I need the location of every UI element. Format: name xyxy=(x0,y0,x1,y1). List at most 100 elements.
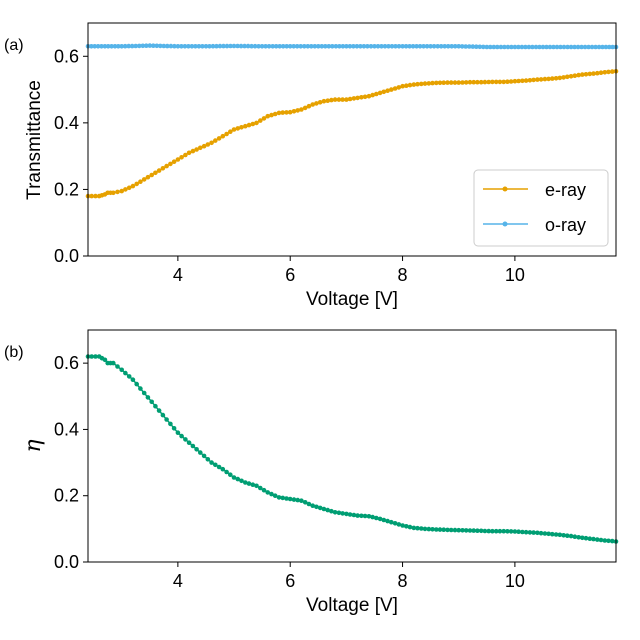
data-point-eta xyxy=(366,514,372,519)
data-point-e-ray xyxy=(351,96,357,101)
data-point-e-ray xyxy=(400,83,405,89)
x-tick-label: 8 xyxy=(398,265,408,285)
data-point-o-ray xyxy=(410,44,416,49)
data-point-eta xyxy=(576,535,581,540)
data-point-o-ray xyxy=(351,44,356,49)
data-point-o-ray xyxy=(147,43,153,48)
data-point-o-ray xyxy=(154,43,160,49)
data-point-o-ray xyxy=(312,44,318,49)
data-point-eta xyxy=(527,530,533,535)
panel-b-tag: (b) xyxy=(4,344,24,361)
data-point-eta xyxy=(415,525,420,531)
data-point-e-ray xyxy=(355,95,360,101)
data-point-o-ray xyxy=(519,44,525,50)
data-point-o-ray xyxy=(330,44,335,49)
data-point-eta xyxy=(119,367,124,373)
data-point-e-ray xyxy=(235,126,241,131)
data-point-e-ray xyxy=(179,155,184,160)
data-point-eta xyxy=(201,453,207,459)
data-point-eta xyxy=(126,374,132,379)
panel-b-frame xyxy=(87,329,617,563)
data-point-e-ray xyxy=(422,81,428,86)
data-point-o-ray xyxy=(316,44,321,49)
data-point-e-ray xyxy=(359,95,364,100)
data-point-eta xyxy=(220,466,226,472)
data-point-o-ray xyxy=(572,44,577,50)
data-point-e-ray xyxy=(441,80,447,85)
data-point-eta xyxy=(542,531,548,536)
data-point-o-ray xyxy=(129,43,135,49)
y-tick-label: 0.0 xyxy=(54,552,79,572)
data-point-e-ray xyxy=(220,133,226,139)
data-point-e-ray xyxy=(385,88,390,93)
data-point-o-ray xyxy=(589,44,595,50)
data-point-o-ray xyxy=(105,44,111,49)
x-tick-label: 6 xyxy=(285,571,295,591)
data-point-o-ray xyxy=(600,44,605,50)
data-point-e-ray xyxy=(381,89,387,95)
data-point-eta xyxy=(336,510,342,516)
data-point-o-ray xyxy=(582,44,588,50)
data-point-o-ray xyxy=(498,44,504,50)
legend-label-o-ray: o-ray xyxy=(545,215,586,235)
data-point-e-ray xyxy=(317,100,323,105)
series-e-ray xyxy=(85,69,619,199)
data-point-o-ray xyxy=(245,43,251,49)
data-point-e-ray xyxy=(538,77,544,82)
data-point-o-ray xyxy=(238,43,244,49)
data-point-eta xyxy=(508,529,514,534)
data-point-eta xyxy=(175,430,181,436)
data-point-o-ray xyxy=(200,44,205,49)
data-point-o-ray xyxy=(442,44,448,49)
data-point-o-ray xyxy=(558,44,563,50)
data-point-o-ray xyxy=(280,44,286,49)
data-point-e-ray xyxy=(535,77,540,82)
data-point-e-ray xyxy=(583,72,589,77)
data-point-eta xyxy=(209,460,214,465)
data-point-e-ray xyxy=(456,80,462,85)
data-point-e-ray xyxy=(119,188,124,194)
data-point-eta xyxy=(254,483,259,489)
data-point-e-ray xyxy=(160,166,166,171)
data-point-eta xyxy=(351,512,357,518)
data-point-o-ray xyxy=(407,44,412,49)
data-point-e-ray xyxy=(396,85,402,90)
data-point-e-ray xyxy=(254,120,259,126)
data-point-e-ray xyxy=(141,177,147,182)
data-point-eta xyxy=(520,529,525,535)
data-point-eta xyxy=(463,528,469,533)
data-point-e-ray xyxy=(497,79,503,85)
y-tick-label: 0.4 xyxy=(54,113,79,133)
data-point-eta xyxy=(430,527,435,532)
data-point-e-ray xyxy=(246,122,252,128)
data-point-eta xyxy=(134,381,139,387)
data-point-eta xyxy=(497,528,503,534)
series-eta xyxy=(85,354,619,544)
data-point-o-ray xyxy=(396,44,402,49)
data-point-e-ray xyxy=(126,185,132,191)
data-point-o-ray xyxy=(165,43,170,49)
data-point-o-ray xyxy=(168,43,174,49)
data-point-o-ray xyxy=(579,44,584,50)
data-point-e-ray xyxy=(115,189,120,195)
data-point-o-ray xyxy=(182,44,188,49)
panel-a-y-ticks: 0.0 0.2 0.4 0.6 xyxy=(54,46,88,266)
data-point-o-ray xyxy=(112,44,118,49)
data-point-e-ray xyxy=(280,110,286,115)
data-point-eta xyxy=(426,526,432,532)
data-point-e-ray xyxy=(213,138,218,143)
data-point-e-ray xyxy=(568,74,574,79)
data-point-o-ray xyxy=(340,44,346,49)
data-point-e-ray xyxy=(216,136,222,141)
data-point-o-ray xyxy=(502,44,507,50)
panel-a: (a) 4 6 8 10 0.0 0.2 0.4 0.6 Voltage [V] Trans… xyxy=(4,22,619,310)
data-point-eta xyxy=(546,531,551,537)
data-point-o-ray xyxy=(477,44,483,50)
data-point-o-ray xyxy=(484,44,490,50)
data-point-o-ray xyxy=(456,44,462,49)
x-tick-label: 6 xyxy=(285,265,295,285)
data-point-e-ray xyxy=(295,108,301,113)
data-point-o-ray xyxy=(530,44,535,50)
data-point-e-ray xyxy=(239,125,244,130)
data-point-e-ray xyxy=(186,150,192,156)
